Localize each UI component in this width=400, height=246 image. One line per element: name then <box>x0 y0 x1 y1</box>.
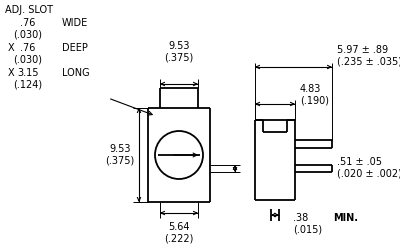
Text: DEEP: DEEP <box>62 43 88 53</box>
Text: LONG: LONG <box>62 68 90 78</box>
Text: 4.83
(.190): 4.83 (.190) <box>300 84 329 106</box>
Text: .51 ± .05
(.020 ± .002): .51 ± .05 (.020 ± .002) <box>337 157 400 179</box>
Text: .38
(.015): .38 (.015) <box>293 213 322 235</box>
Text: .76
(.030): .76 (.030) <box>14 18 42 40</box>
Text: MIN.: MIN. <box>333 213 358 223</box>
Text: 3.15
(.124): 3.15 (.124) <box>14 68 42 90</box>
Text: ADJ. SLOT: ADJ. SLOT <box>5 5 53 15</box>
Text: WIDE: WIDE <box>62 18 88 28</box>
Text: .76
(.030): .76 (.030) <box>14 43 42 65</box>
Text: 9.53
(.375): 9.53 (.375) <box>105 144 135 166</box>
Text: 5.64
(.222): 5.64 (.222) <box>164 222 194 244</box>
Text: 9.53
(.375): 9.53 (.375) <box>164 41 194 63</box>
Text: 5.97 ± .89
(.235 ± .035): 5.97 ± .89 (.235 ± .035) <box>337 45 400 67</box>
Text: X: X <box>8 43 15 53</box>
Text: X: X <box>8 68 15 78</box>
